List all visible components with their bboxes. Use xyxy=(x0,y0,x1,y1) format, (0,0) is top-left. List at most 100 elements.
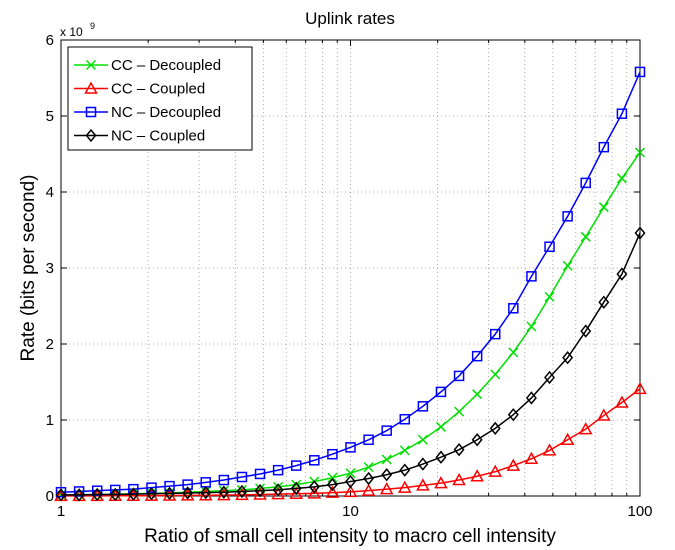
marker xyxy=(236,484,248,499)
marker xyxy=(399,463,411,477)
marker xyxy=(363,462,374,473)
y-tick-label: 3 xyxy=(46,260,54,277)
marker xyxy=(490,328,501,340)
marker xyxy=(127,487,139,501)
marker xyxy=(363,434,374,446)
marker xyxy=(325,485,340,498)
legend-marker xyxy=(84,81,98,94)
marker xyxy=(597,408,611,421)
marker xyxy=(435,450,447,464)
marker xyxy=(616,267,628,281)
marker xyxy=(398,480,412,493)
y-multiplier: x 10 xyxy=(60,25,83,39)
marker xyxy=(490,369,501,380)
series-line xyxy=(60,388,641,497)
y-tick-label: 2 xyxy=(46,336,54,353)
marker xyxy=(634,147,646,158)
marker xyxy=(598,202,609,213)
marker xyxy=(544,241,555,252)
marker xyxy=(363,471,375,486)
x-axis-label: Ratio of small cell intensity to macro c… xyxy=(144,526,556,547)
marker xyxy=(164,480,175,492)
marker xyxy=(91,487,103,502)
marker xyxy=(182,486,194,500)
marker xyxy=(544,291,555,302)
marker xyxy=(453,442,465,457)
legend-label: NC – Coupled xyxy=(111,128,205,145)
marker xyxy=(218,485,230,499)
marker xyxy=(417,457,429,471)
marker xyxy=(580,231,591,242)
chart-title: Uplink rates xyxy=(305,9,395,28)
y-axis-label: Rate (bits per second) xyxy=(18,175,39,362)
marker xyxy=(471,433,483,447)
marker xyxy=(453,370,465,382)
y-tick-label: 5 xyxy=(46,108,54,125)
marker xyxy=(309,455,320,466)
marker xyxy=(598,141,610,153)
marker xyxy=(146,482,157,493)
series-line xyxy=(60,71,641,493)
x-tick-label: 10 xyxy=(342,503,359,520)
marker xyxy=(381,425,392,436)
marker xyxy=(489,421,501,436)
marker xyxy=(416,478,430,491)
legend-label: CC – Decoupled xyxy=(111,57,221,74)
marker xyxy=(562,211,573,222)
marker xyxy=(343,484,358,498)
legend-marker xyxy=(85,128,97,143)
marker xyxy=(472,389,483,400)
marker xyxy=(254,483,266,498)
marker xyxy=(381,454,392,465)
marker xyxy=(73,486,85,497)
marker xyxy=(55,486,67,498)
marker xyxy=(271,487,285,500)
marker xyxy=(454,406,465,417)
marker xyxy=(526,271,537,282)
marker xyxy=(200,485,212,500)
marker xyxy=(182,479,193,490)
marker xyxy=(109,487,121,502)
legend-box xyxy=(67,46,253,151)
legend-label: NC – Decoupled xyxy=(111,104,221,121)
marker xyxy=(508,303,519,314)
marker xyxy=(73,488,85,502)
marker xyxy=(399,445,410,456)
y-tick-label: 4 xyxy=(46,184,54,201)
legend-marker xyxy=(85,106,97,118)
marker xyxy=(435,421,446,432)
marker xyxy=(307,486,322,499)
marker xyxy=(508,347,519,358)
marker xyxy=(634,226,646,240)
marker xyxy=(615,395,629,408)
y-exponent: 9 xyxy=(90,21,95,31)
marker xyxy=(164,486,176,501)
x-tick-label: 100 xyxy=(627,503,652,520)
marker xyxy=(470,469,484,482)
marker xyxy=(327,448,338,460)
legend-label: CC – Coupled xyxy=(111,81,205,98)
marker xyxy=(524,451,539,465)
marker xyxy=(272,483,284,497)
marker xyxy=(616,108,628,119)
y-tick-label: 0 xyxy=(46,488,54,505)
marker xyxy=(345,468,356,479)
series-line xyxy=(61,232,641,496)
marker xyxy=(361,483,376,496)
marker xyxy=(218,474,230,486)
marker xyxy=(578,422,593,435)
marker xyxy=(327,472,338,483)
marker xyxy=(452,472,466,486)
marker xyxy=(308,480,320,494)
marker xyxy=(598,295,610,309)
marker xyxy=(435,386,447,398)
marker xyxy=(146,487,157,501)
marker xyxy=(542,443,557,456)
marker xyxy=(562,260,573,271)
marker xyxy=(506,458,521,471)
marker xyxy=(345,474,356,489)
marker xyxy=(526,321,537,332)
marker xyxy=(488,464,503,477)
marker xyxy=(399,413,411,425)
